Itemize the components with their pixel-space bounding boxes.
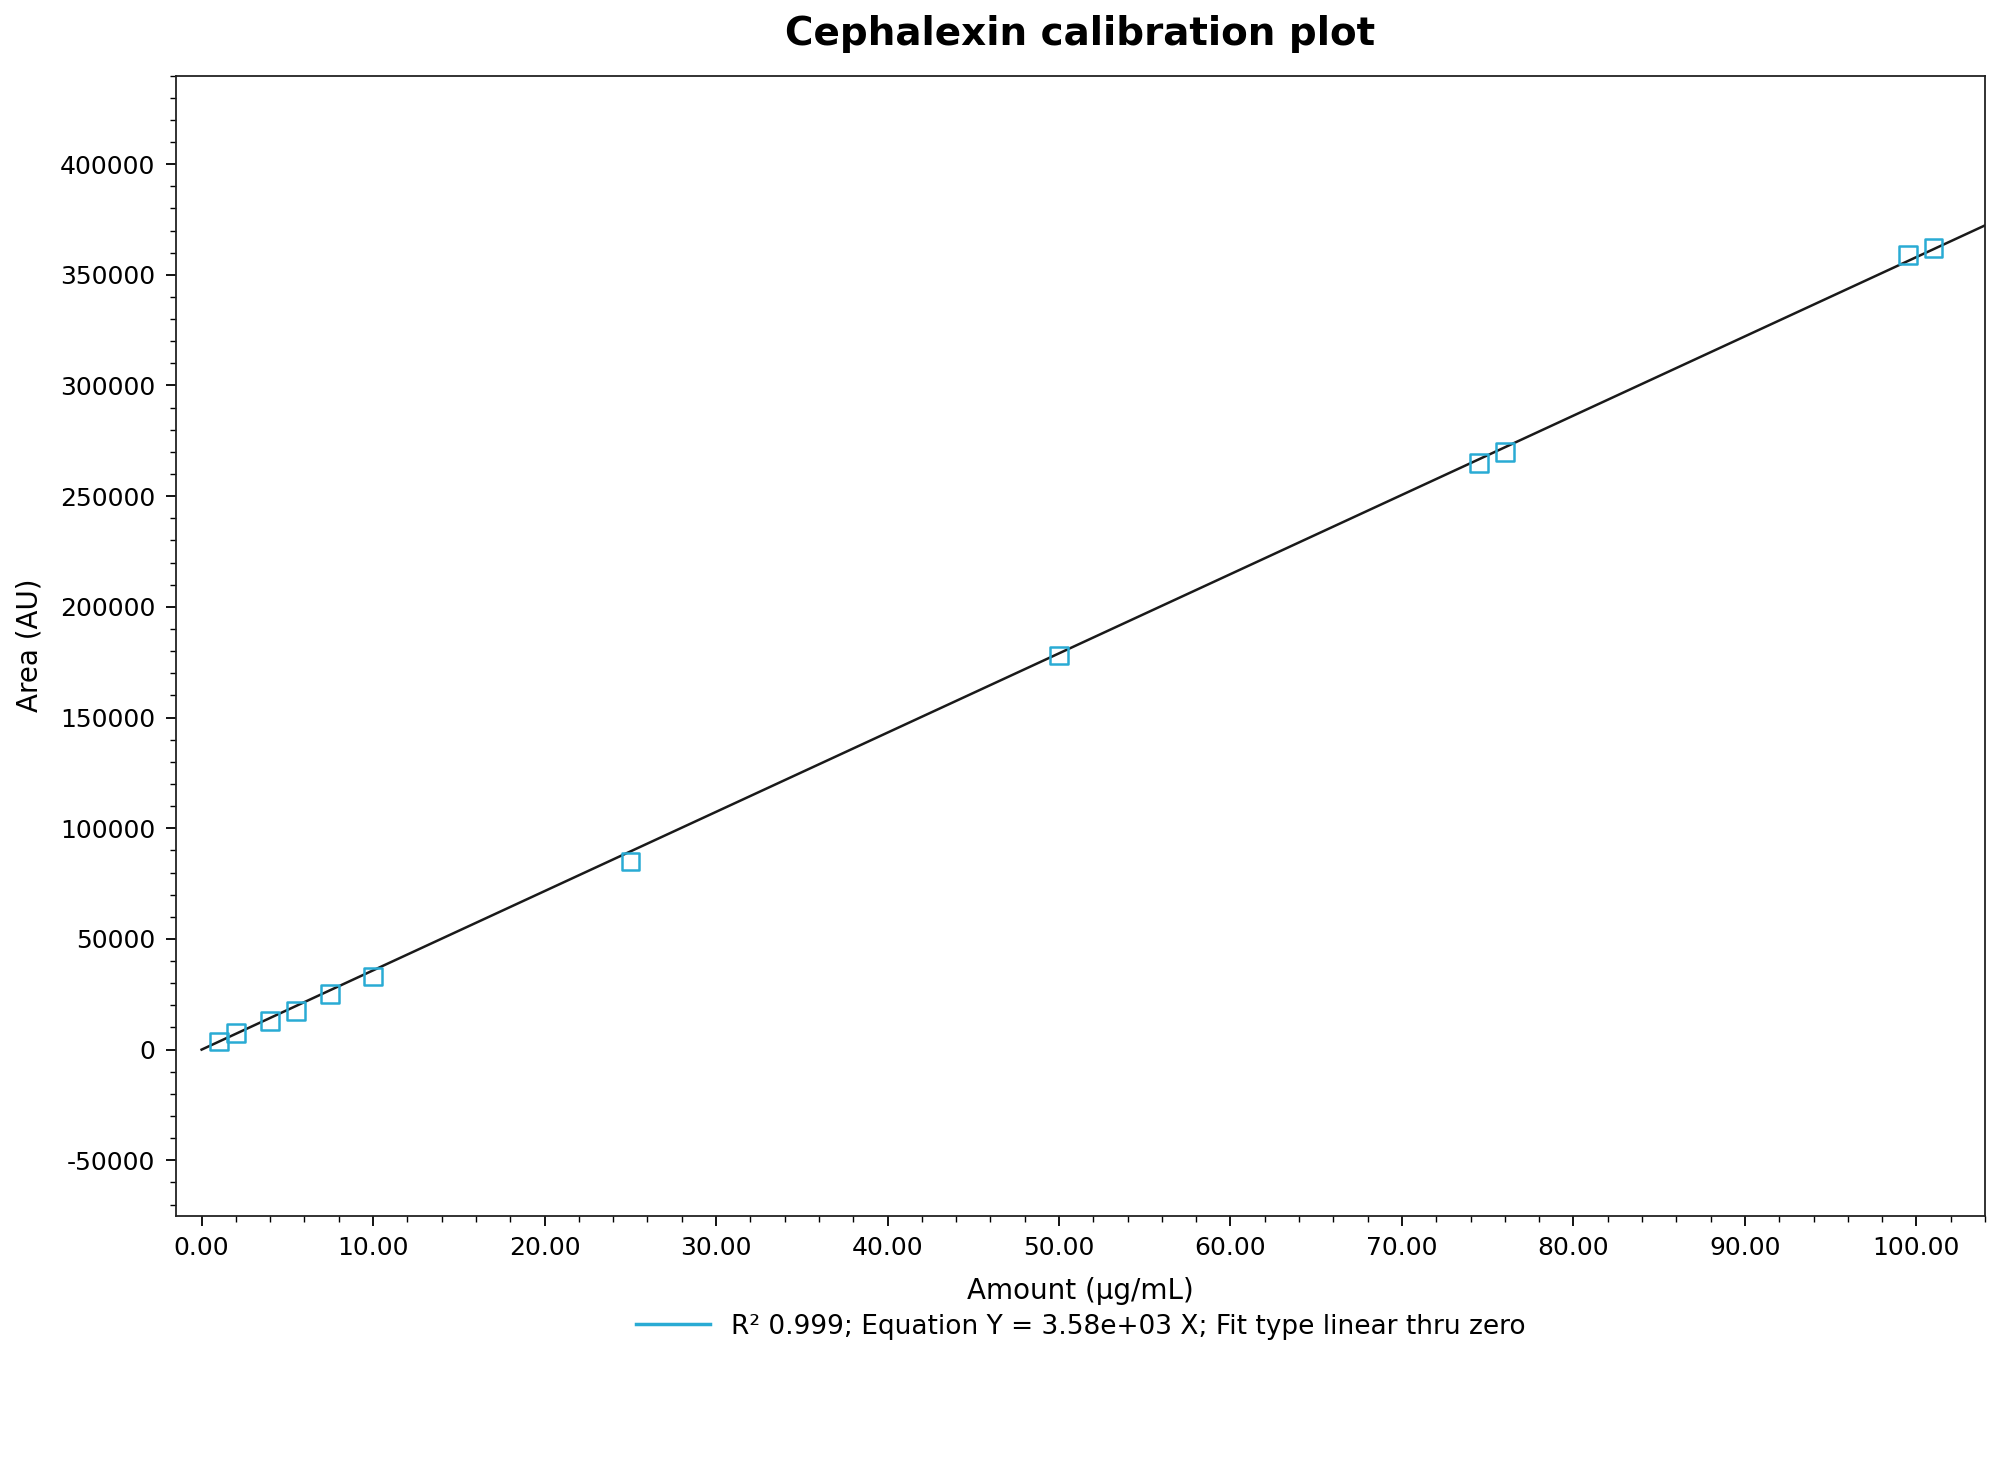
Point [614, 849, 646, 873]
Point [1918, 236, 1950, 260]
X-axis label: Amount (μg/mL): Amount (μg/mL) [968, 1278, 1194, 1306]
Title: Cephalexin calibration plot: Cephalexin calibration plot [786, 15, 1376, 53]
Point [314, 983, 346, 1006]
Point [202, 1030, 234, 1053]
Point [254, 1009, 286, 1033]
Point [220, 1021, 252, 1045]
Y-axis label: Area (AU): Area (AU) [16, 579, 44, 713]
Legend: R² 0.999; Equation Y = 3.58e+03 X; Fit type linear thru zero: R² 0.999; Equation Y = 3.58e+03 X; Fit t… [626, 1303, 1536, 1351]
Point [1488, 440, 1520, 464]
Point [280, 999, 312, 1022]
Point [358, 965, 390, 989]
Point [1044, 644, 1076, 667]
Point [1464, 452, 1496, 475]
Point [1892, 244, 1924, 267]
